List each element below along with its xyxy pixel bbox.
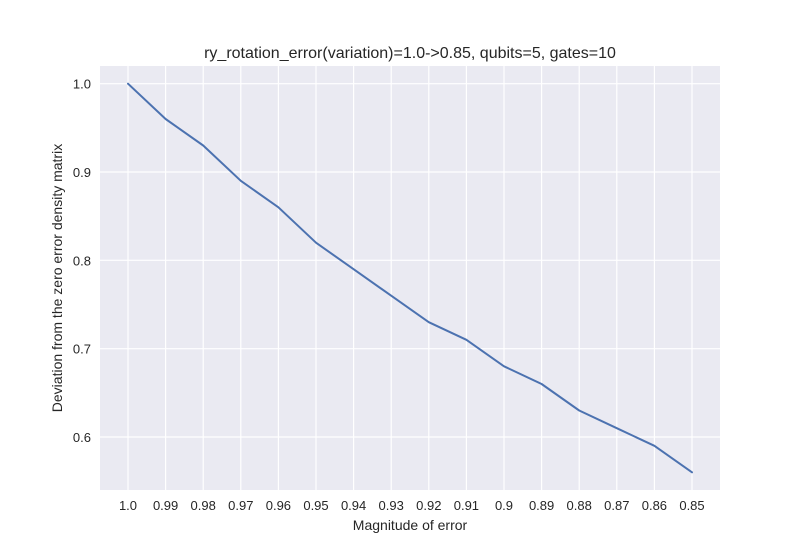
series-layer — [127, 82, 693, 474]
x-tick-label: 0.93 — [379, 498, 404, 513]
x-tick-label: 0.87 — [604, 498, 629, 513]
y-tick-label: 0.9 — [73, 165, 91, 180]
plot-area — [100, 66, 720, 490]
y-tick-label: 0.6 — [73, 430, 91, 445]
tick-labels: 1.0 0.99 0.98 0.97 0.96 0.95 0.94 0.93 0.92 0.91 0… — [73, 77, 705, 513]
x-tick-label: 0.95 — [303, 498, 328, 513]
x-tick-label: 0.97 — [228, 498, 253, 513]
x-tick-label: 0.85 — [679, 498, 704, 513]
y-tick-label: 0.7 — [73, 342, 91, 357]
y-axis-label: Deviation from the zero error density ma… — [49, 144, 65, 412]
y-tick-label: 1.0 — [73, 77, 91, 92]
chart-title: ry_rotation_error(variation)=1.0->0.85, … — [204, 45, 616, 62]
x-tick-label: 0.9 — [495, 498, 513, 513]
x-tick-label: 0.94 — [341, 498, 366, 513]
x-tick-label: 0.96 — [266, 498, 291, 513]
y-tick-label: 0.8 — [73, 253, 91, 268]
x-tick-label: 0.88 — [567, 498, 592, 513]
x-tick-label: 0.89 — [529, 498, 554, 513]
x-tick-label: 0.92 — [416, 498, 441, 513]
series-line — [127, 82, 693, 474]
x-axis-label: Magnitude of error — [353, 517, 468, 533]
x-tick-label: 0.91 — [454, 498, 479, 513]
grid-lines — [100, 66, 720, 490]
x-tick-label: 0.98 — [191, 498, 216, 513]
x-tick-label: 0.86 — [642, 498, 667, 513]
x-tick-label: 0.99 — [153, 498, 178, 513]
x-tick-label: 1.0 — [119, 498, 137, 513]
